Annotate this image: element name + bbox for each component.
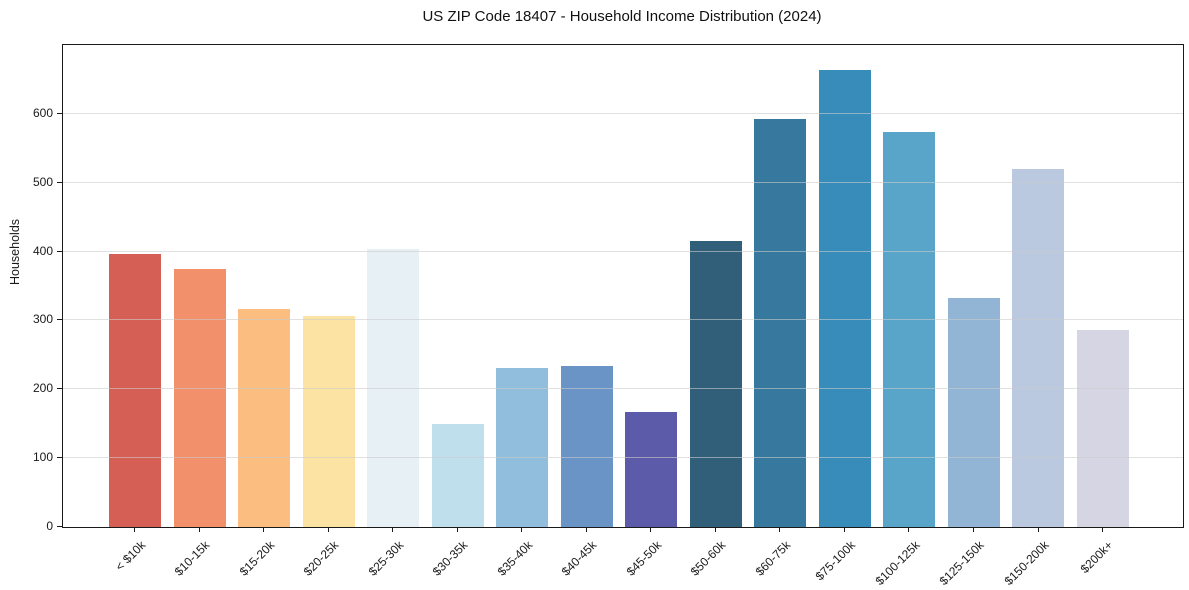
- xtick-label-$200k+: $200k+: [1077, 538, 1116, 576]
- xtick-mark-$15-20k: [263, 527, 265, 532]
- xtick-mark-$25-30k: [392, 527, 394, 532]
- bar-$40-45k: [560, 365, 613, 527]
- bar-$45-50k: [625, 412, 678, 527]
- bar-$15-20k: [238, 309, 291, 527]
- ytick-mark-100: [57, 457, 62, 459]
- ytick-label-0: 0: [46, 519, 53, 533]
- plot-area: [62, 44, 1184, 528]
- chart-title: US ZIP Code 18407 - Household Income Dis…: [422, 8, 822, 25]
- ytick-label-200: 200: [32, 381, 53, 396]
- xtick-mark-$10-15k: [198, 527, 200, 532]
- bar-$25-30k: [367, 248, 420, 527]
- xtick-label-$10-15k: $10-15k: [171, 538, 213, 579]
- bar-$50-60k: [689, 241, 742, 527]
- xtick-mark-$30-35k: [456, 527, 458, 532]
- bar-$20-25k: [302, 315, 355, 527]
- xtick-mark-$150-200k: [1037, 527, 1039, 532]
- xtick-label-$40-45k: $40-45k: [559, 538, 600, 579]
- xtick-mark-$125-150k: [972, 527, 974, 532]
- bar-< $10k: [109, 253, 161, 527]
- xtick-label-$75-100k: $75-100k: [812, 538, 858, 584]
- ytick-mark-400: [57, 250, 62, 252]
- xtick-label-$100-125k: $100-125k: [872, 538, 923, 589]
- gridline-600: [63, 112, 1183, 114]
- xtick-label-$20-25k: $20-25k: [300, 538, 342, 579]
- bar-$100-125k: [883, 131, 936, 527]
- gridline-300: [63, 319, 1183, 321]
- xtick-mark-< $10k: [134, 527, 135, 532]
- xtick-mark-$40-45k: [585, 527, 587, 532]
- xtick-label-$50-60k: $50-60k: [688, 538, 729, 579]
- xtick-mark-$35-40k: [521, 527, 523, 532]
- bar-$10-15k: [173, 268, 226, 527]
- xtick-mark-$200k+: [1102, 527, 1103, 532]
- xtick-label-$25-30k: $25-30k: [365, 538, 407, 579]
- xtick-label-$125-150k: $125-150k: [936, 538, 987, 589]
- xtick-mark-$20-25k: [327, 527, 329, 532]
- ytick-label-500: 500: [32, 174, 53, 189]
- ytick-mark-0: [57, 526, 62, 527]
- xtick-mark-$75-100k: [843, 527, 845, 532]
- gridline-400: [63, 250, 1183, 252]
- bar-$30-35k: [431, 423, 484, 527]
- xtick-mark-$50-60k: [714, 527, 716, 532]
- ytick-mark-600: [57, 112, 62, 114]
- ytick-label-600: 600: [32, 105, 53, 120]
- xtick-label-$60-75k: $60-75k: [752, 538, 794, 579]
- bar-$75-100k: [818, 69, 871, 527]
- xtick-mark-$45-50k: [650, 527, 652, 532]
- ytick-mark-500: [57, 181, 62, 183]
- bar-$125-150k: [947, 298, 1000, 527]
- ytick-label-100: 100: [32, 450, 53, 465]
- gridline-500: [63, 181, 1183, 183]
- xtick-label-$15-20k: $15-20k: [236, 538, 278, 579]
- xtick-mark-$100-125k: [908, 527, 910, 532]
- gridline-200: [63, 388, 1183, 390]
- xtick-mark-$60-75k: [779, 527, 781, 532]
- xtick-label-< $10k: < $10k: [112, 538, 148, 574]
- ytick-mark-300: [57, 319, 62, 321]
- ytick-label-400: 400: [32, 243, 53, 258]
- bar-$200k+: [1077, 330, 1129, 527]
- ytick-mark-200: [57, 388, 62, 390]
- bar-$150-200k: [1012, 168, 1065, 527]
- xtick-label-$35-40k: $35-40k: [494, 538, 536, 579]
- ytick-label-300: 300: [32, 312, 53, 327]
- bar-$60-75k: [754, 118, 807, 527]
- xtick-label-$30-35k: $30-35k: [430, 538, 471, 579]
- gridline-100: [63, 457, 1183, 459]
- bar-$35-40k: [496, 367, 549, 527]
- xtick-label-$45-50k: $45-50k: [623, 538, 665, 579]
- xtick-label-$150-200k: $150-200k: [1001, 538, 1052, 589]
